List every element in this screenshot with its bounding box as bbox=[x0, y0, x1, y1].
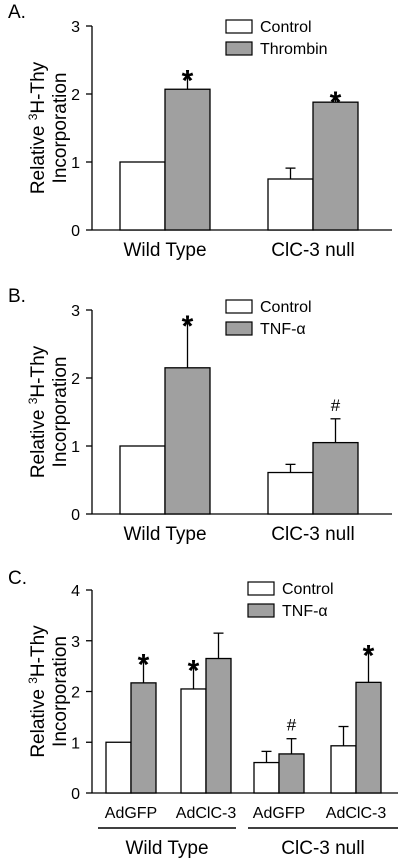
panel-label: B. bbox=[8, 286, 26, 307]
bar-control bbox=[119, 161, 166, 231]
significance-marker: * bbox=[188, 655, 200, 688]
y-tick-label: 3 bbox=[71, 19, 80, 36]
y-tick-label: 1 bbox=[71, 735, 80, 752]
legend-swatch-treated bbox=[225, 41, 253, 56]
y-tick-label: 2 bbox=[71, 371, 80, 388]
significance-marker: * bbox=[182, 64, 194, 97]
legend-label: Control bbox=[260, 19, 312, 36]
y-axis-label: Relative 3H-ThyIncorporation bbox=[26, 61, 71, 194]
y-tick-label: 4 bbox=[71, 583, 80, 600]
bar-control bbox=[267, 178, 314, 231]
legend-label: Thrombin bbox=[260, 41, 328, 58]
category-label: AdClC-3 bbox=[176, 805, 237, 822]
y-axis-label: Relative 3H-ThyIncorporation bbox=[26, 625, 71, 758]
group-label: Wild Type bbox=[125, 838, 208, 859]
bar-control bbox=[253, 761, 280, 794]
legend-swatch-treated bbox=[225, 321, 253, 336]
y-tick-label: 3 bbox=[71, 303, 80, 320]
bar-treated bbox=[205, 657, 232, 794]
y-tick-label: 0 bbox=[71, 786, 80, 803]
category-label: ClC-3 null bbox=[271, 240, 354, 261]
bar-treated bbox=[278, 753, 305, 794]
category-label: AdGFP bbox=[253, 805, 305, 822]
legend-swatch-control bbox=[247, 581, 275, 596]
bar-treated bbox=[164, 367, 211, 515]
y-tick-label: 3 bbox=[71, 634, 80, 651]
bar-treated bbox=[312, 101, 359, 231]
bar-control bbox=[267, 471, 314, 515]
category-label: ClC-3 null bbox=[271, 524, 354, 545]
bar-treated bbox=[164, 88, 211, 231]
y-tick-label: 0 bbox=[71, 507, 80, 524]
significance-marker: * bbox=[138, 649, 150, 682]
legend-label: Control bbox=[282, 581, 334, 598]
y-tick-label: 2 bbox=[71, 685, 80, 702]
bar-control bbox=[180, 688, 207, 794]
bar-treated bbox=[312, 441, 359, 515]
y-axis-label: Relative 3H-ThyIncorporation bbox=[26, 345, 71, 478]
legend-label: Control bbox=[260, 299, 312, 316]
legend-label: TNF-α bbox=[282, 603, 328, 620]
y-tick-label: 0 bbox=[71, 223, 80, 240]
category-label: AdGFP bbox=[105, 805, 157, 822]
legend-swatch-control bbox=[225, 19, 253, 34]
group-label: ClC-3 null bbox=[281, 838, 364, 859]
significance-marker: * bbox=[363, 639, 375, 672]
bar-control bbox=[105, 741, 132, 794]
significance-marker: # bbox=[331, 396, 341, 415]
significance-marker: * bbox=[330, 86, 342, 119]
y-tick-label: 1 bbox=[71, 155, 80, 172]
legend-swatch-treated bbox=[247, 603, 275, 618]
bar-treated bbox=[355, 681, 382, 794]
bar-control bbox=[330, 745, 357, 794]
y-tick-label: 1 bbox=[71, 439, 80, 456]
panel-label: C. bbox=[8, 568, 27, 589]
legend-swatch-control bbox=[225, 299, 253, 314]
panel-label: A. bbox=[8, 2, 26, 23]
bar-control bbox=[119, 445, 166, 515]
category-label: Wild Type bbox=[123, 240, 206, 261]
significance-marker: * bbox=[182, 310, 194, 343]
bar-treated bbox=[130, 682, 157, 794]
legend-label: TNF-α bbox=[260, 321, 306, 338]
significance-marker: # bbox=[287, 716, 297, 735]
category-label: Wild Type bbox=[123, 524, 206, 545]
category-label: AdClC-3 bbox=[326, 805, 387, 822]
y-tick-label: 2 bbox=[71, 87, 80, 104]
